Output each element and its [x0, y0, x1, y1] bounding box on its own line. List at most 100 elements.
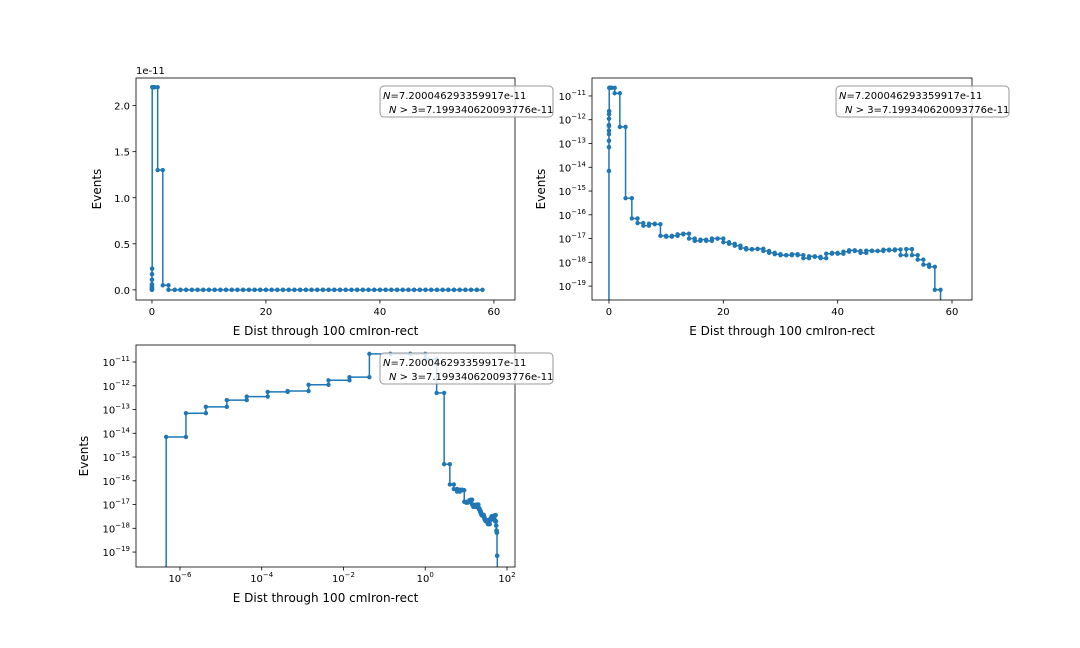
marker [195, 287, 200, 293]
marker [721, 236, 726, 241]
y-tick-label: 10−12 [102, 379, 130, 393]
marker [150, 266, 155, 271]
marker [309, 287, 314, 293]
y-tick-label: 0.0 [114, 286, 130, 297]
annotation: N=7.200046293359917e-11 [383, 358, 526, 369]
axes-frame [135, 344, 516, 568]
marker [606, 122, 612, 128]
marker [451, 486, 457, 492]
annotation-box [835, 85, 1010, 118]
marker [337, 287, 343, 293]
marker [457, 287, 462, 293]
y-tick-label: 10−11 [102, 355, 130, 369]
marker [846, 248, 852, 253]
marker [784, 252, 789, 258]
marker [658, 222, 663, 227]
marker [155, 167, 160, 173]
marker [629, 216, 635, 221]
axes: 0 20 40 60 0.0 0.5 1.0 1.5 2.0 1e-11 E Dist throug… [90, 66, 554, 338]
marker [726, 241, 732, 247]
x-tick-label: 0 [606, 307, 612, 318]
y-tick-label: 10−16 [102, 474, 130, 488]
marker [806, 254, 812, 259]
marker [606, 131, 612, 137]
y-axis-label: Events [534, 169, 548, 210]
marker [669, 233, 675, 239]
marker [875, 248, 880, 254]
x-tick-label: 20 [717, 307, 730, 318]
marker [938, 287, 943, 292]
marker [841, 249, 846, 254]
marker [493, 518, 499, 524]
axes: 0 20 40 60 10−19 10−18 10−17 10−16 10−15 10−14 10−… [534, 77, 1010, 338]
marker [166, 287, 171, 293]
y-tick-label: 10−12 [558, 113, 586, 127]
marker [818, 255, 823, 261]
marker [606, 128, 612, 133]
marker [149, 277, 155, 282]
marker [749, 246, 755, 252]
y-tick-label: 10−14 [558, 160, 586, 174]
marker [824, 251, 829, 256]
x-tick-label: 100 [417, 571, 434, 585]
marker [152, 85, 157, 90]
marker [915, 252, 920, 258]
marker [892, 247, 898, 252]
x-tick-label: 60 [488, 307, 501, 318]
marker [297, 287, 303, 293]
marker [235, 287, 240, 293]
marker [367, 351, 372, 357]
marker [904, 252, 909, 258]
x-tick-label: 10−4 [250, 571, 274, 585]
marker [434, 390, 439, 396]
marker [617, 91, 623, 96]
marker [463, 287, 468, 293]
marker [904, 246, 909, 252]
marker [155, 85, 160, 90]
marker [349, 287, 354, 293]
marker [835, 251, 840, 256]
marker [612, 85, 617, 91]
marker [732, 243, 737, 248]
marker [476, 502, 481, 507]
marker [606, 168, 612, 174]
marker [468, 287, 474, 293]
y-tick-label: 2.0 [114, 102, 130, 113]
marker [183, 287, 189, 293]
marker [240, 287, 246, 293]
marker [812, 254, 817, 260]
y-tick-label: 10−17 [558, 232, 586, 246]
marker [160, 167, 165, 173]
marker [703, 238, 709, 244]
x-tick-label: 40 [374, 307, 387, 318]
marker [223, 287, 229, 293]
marker [447, 461, 453, 467]
y-tick-label: 10−18 [558, 255, 586, 269]
marker [623, 195, 628, 201]
x-tick-label: 0 [149, 307, 155, 318]
marker [493, 512, 498, 518]
marker [383, 287, 388, 293]
marker [354, 287, 360, 293]
x-tick-label: 40 [831, 307, 844, 318]
marker [446, 287, 451, 293]
y-tick-label: 10−17 [102, 498, 130, 512]
marker [160, 283, 165, 288]
marker [441, 390, 447, 396]
x-tick-label: 20 [260, 307, 273, 318]
marker [789, 251, 795, 257]
marker [366, 287, 371, 293]
y-tick-label: 10−15 [102, 450, 130, 464]
marker [795, 252, 800, 258]
marker [172, 287, 177, 293]
marker [183, 411, 189, 416]
y-axis-label: Events [77, 436, 91, 477]
marker [743, 247, 749, 252]
marker [306, 382, 311, 387]
marker [252, 287, 257, 293]
marker [829, 250, 835, 256]
marker [377, 287, 383, 293]
marker [686, 231, 692, 236]
marker [474, 287, 480, 293]
